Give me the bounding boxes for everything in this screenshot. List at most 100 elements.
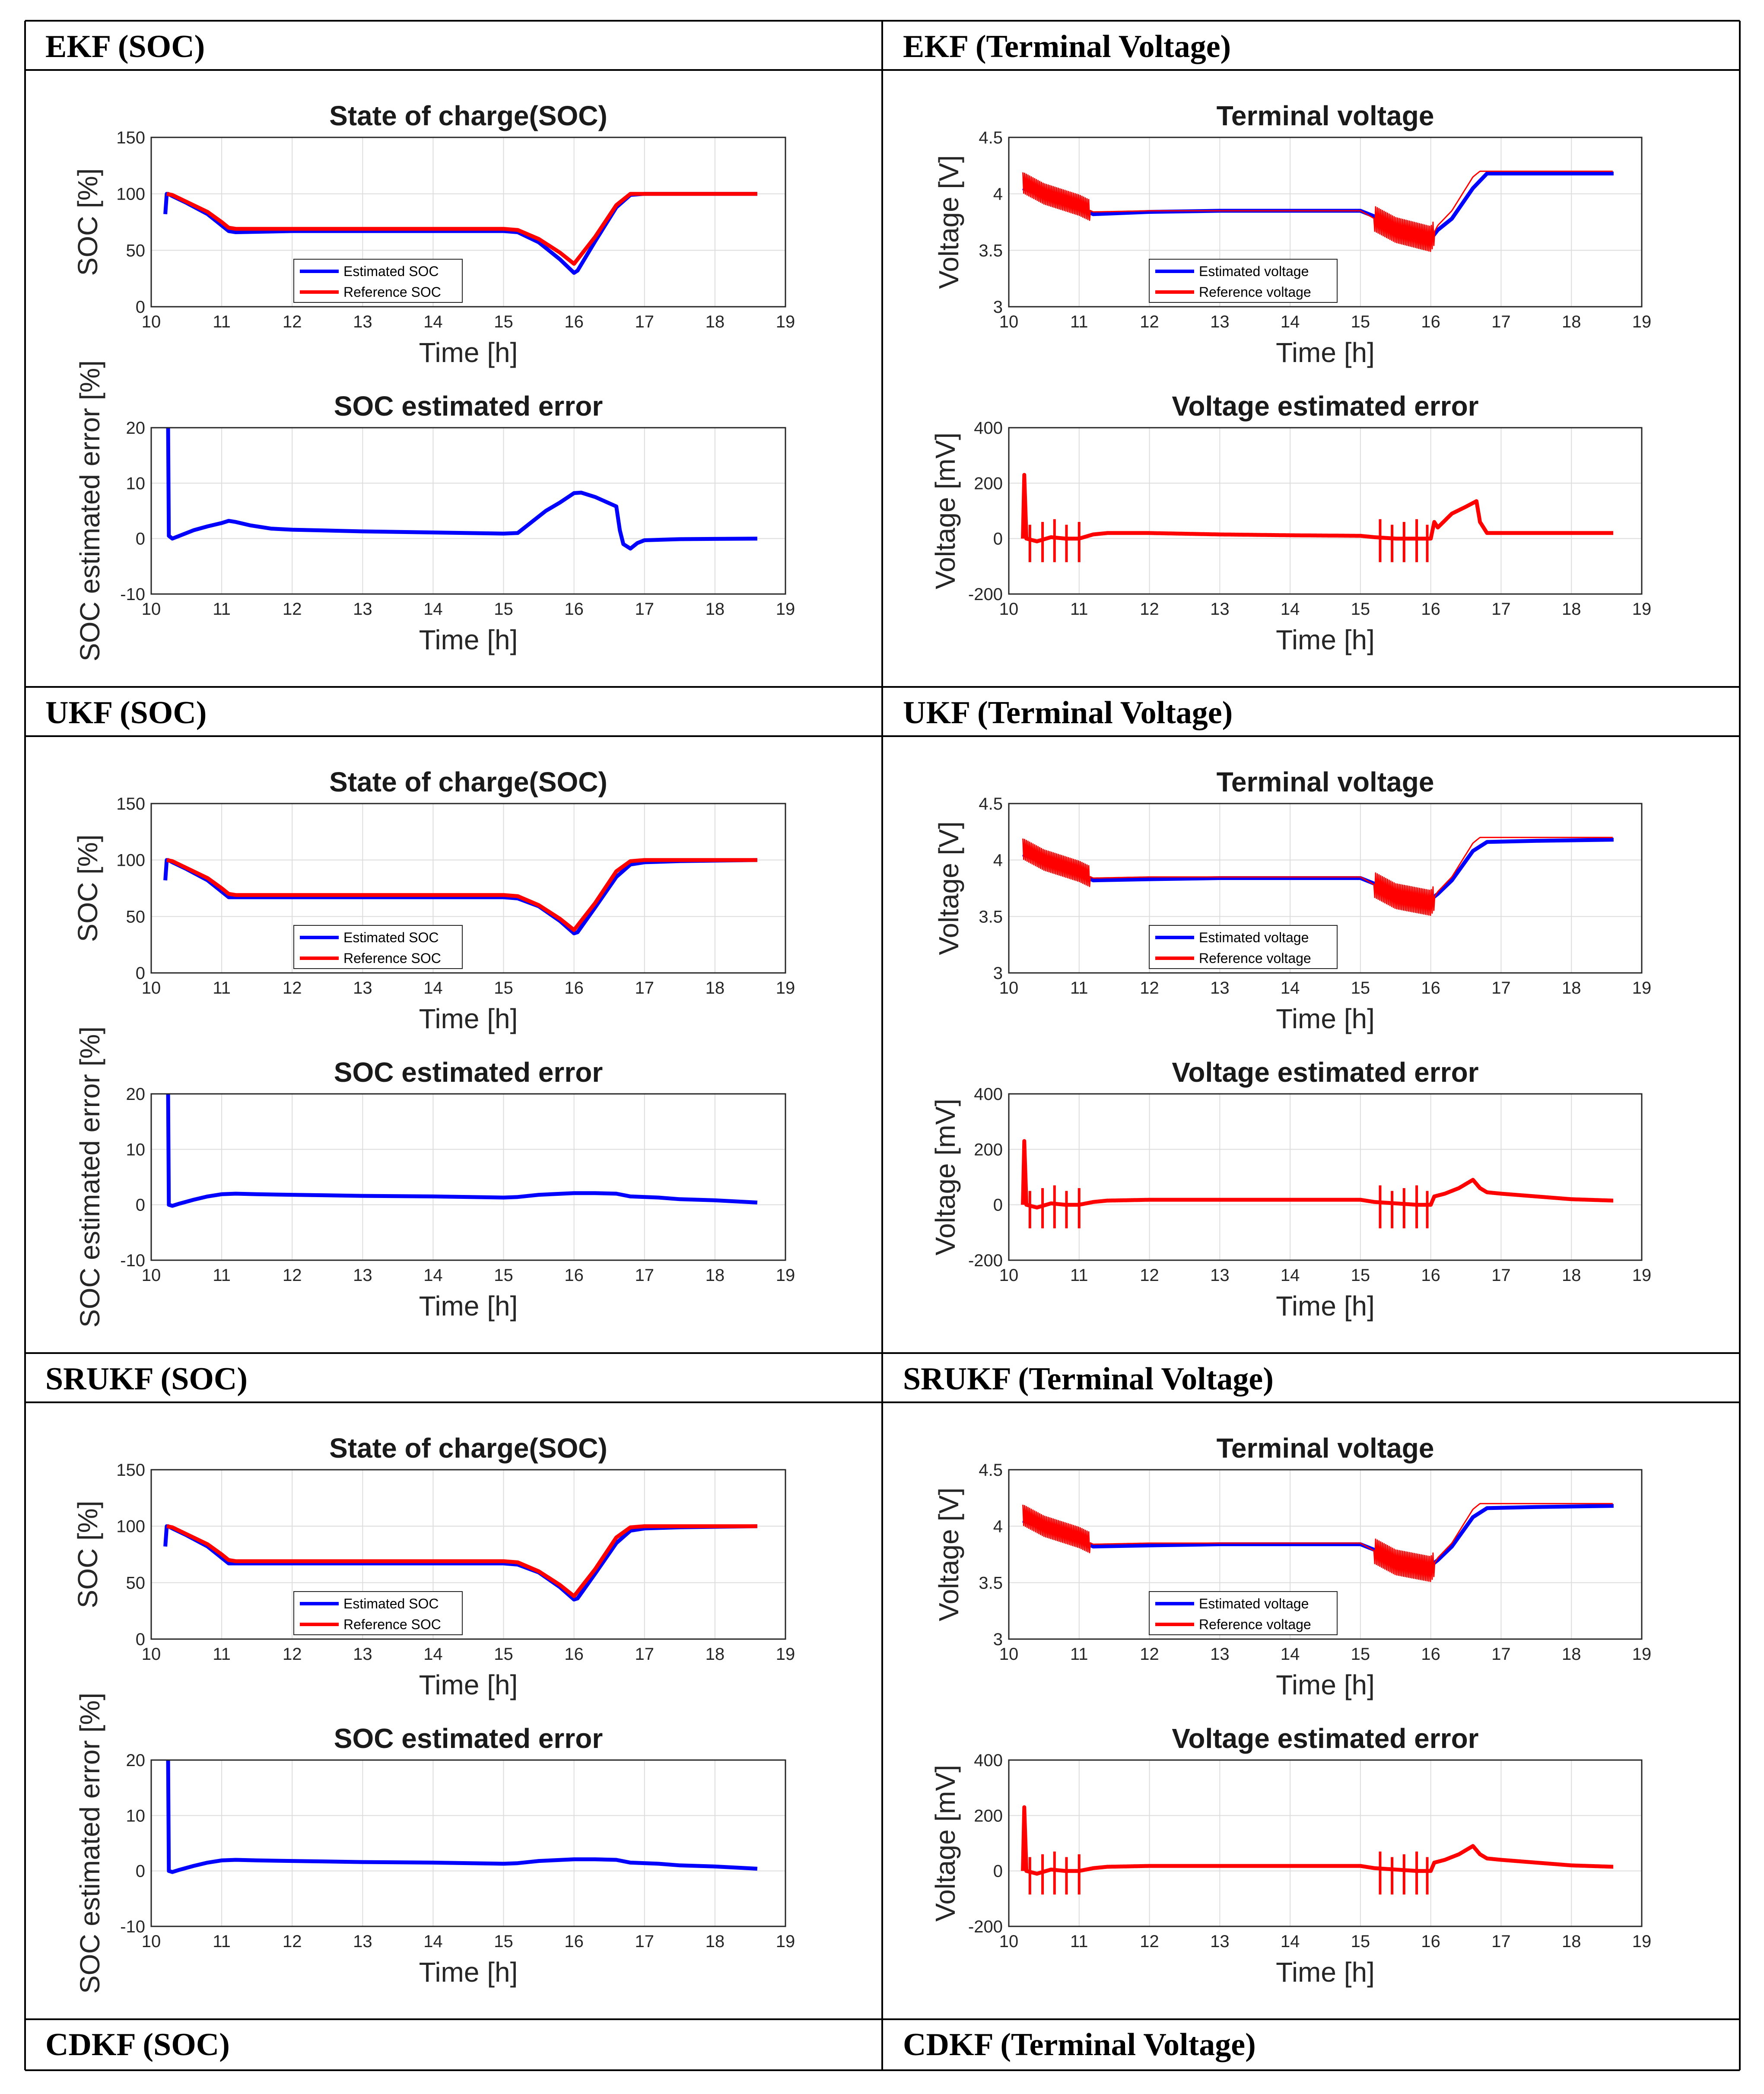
ekf-volt-xtick-label: 13 [1210, 312, 1230, 331]
ukf-soc-ytick-label: 0 [136, 964, 145, 983]
ekf-soc-plot-area [151, 137, 785, 307]
ukf-volt-err-xtick-label: 12 [1140, 1266, 1159, 1285]
srukf-soc-axes-box [150, 1469, 786, 1640]
ekf-soc-xtick-label: 10 [142, 312, 161, 331]
header-right-cdkf: CDKF (Terminal Voltage) [903, 2027, 1256, 2062]
header-left-ekf: EKF (SOC) [45, 29, 205, 64]
ukf-soc-xtick-label: 11 [213, 979, 231, 998]
srukf-volt-err-xlabel: Time [h] [1276, 1957, 1375, 1988]
srukf-soc-err-series-group [166, 1760, 758, 1874]
ekf-volt-xtick-label: 17 [1491, 312, 1511, 331]
srukf-soc-xtick-label: 15 [494, 1645, 513, 1664]
ekf-soc-xtick-label: 12 [283, 312, 302, 331]
srukf-volt-xtick-label: 11 [1070, 1645, 1088, 1664]
ekf-volt-err-series-0 [1021, 473, 1615, 543]
ukf-volt-err-xtick-label: 14 [1281, 1266, 1300, 1285]
ukf-soc-err-xtick-label: 13 [353, 1266, 372, 1285]
ekf-volt-err-ytick-label: 200 [974, 474, 1003, 493]
ukf-soc-err-series-group [166, 1094, 758, 1208]
ukf-soc-err-xtick-label: 19 [776, 1266, 795, 1285]
ukf-soc-xtick-label: 18 [706, 979, 725, 998]
srukf-soc-xtick-label: 19 [776, 1645, 795, 1664]
srukf-soc-ytick-label: 50 [126, 1573, 146, 1592]
ekf-soc-xtick-label: 15 [494, 312, 513, 331]
srukf-soc-xtick-label: 14 [423, 1645, 443, 1664]
srukf-soc-legend-label: Estimated SOC [343, 1596, 439, 1611]
ukf-volt-series-1 [1022, 836, 1613, 916]
srukf-volt-err-xtick-label: 12 [1140, 1932, 1159, 1951]
srukf-volt-err-axes-box [1008, 1759, 1643, 1927]
ekf-soc-xtick-label: 18 [706, 312, 725, 331]
ekf-soc-err-plot-area [151, 428, 785, 594]
header-right-ukf: UKF (Terminal Voltage) [903, 695, 1233, 731]
ukf-volt-err-xlabel: Time [h] [1276, 1290, 1375, 1322]
ekf-soc-legend-label: Reference SOC [343, 284, 441, 300]
srukf-soc-err-xlabel: Time [h] [419, 1957, 518, 1988]
srukf-soc-ylabel: SOC [%] [72, 1501, 103, 1608]
ukf-volt-err-xtick-label: 17 [1491, 1266, 1511, 1285]
srukf-volt-xtick-label: 10 [999, 1645, 1019, 1664]
ekf-soc-err-xtick-label: 10 [142, 600, 161, 619]
srukf-soc-ytick-label: 150 [116, 1461, 145, 1480]
srukf-volt-err-xtick-label: 17 [1491, 1932, 1511, 1951]
srukf-volt-series-group [1022, 1503, 1614, 1582]
ekf-volt-xtick-label: 16 [1421, 312, 1440, 331]
ukf-soc-err-chart: 10 11 12 13 14 15 16 17 18 19 -10 0 10 20 SOC estimate… [74, 1026, 795, 1328]
ekf-soc-err-xtick-label: 16 [564, 600, 584, 619]
ukf-soc-err-ytick-label: -10 [120, 1251, 145, 1270]
ekf-volt-err-xtick-label: 19 [1632, 600, 1652, 619]
ekf-soc-series-1 [166, 192, 757, 266]
ukf-soc-xtick-label: 12 [283, 979, 302, 998]
ekf-soc-err-ytick-label: 20 [126, 419, 146, 438]
ukf-soc-xtick-label: 10 [142, 979, 161, 998]
srukf-volt-err-series-0 [1021, 1805, 1615, 1876]
ukf-soc-legend-label: Reference SOC [343, 950, 441, 966]
ukf-volt-err-axes-box [1008, 1093, 1643, 1261]
srukf-volt-err-title: Voltage estimated error [1172, 1723, 1478, 1754]
ekf-volt-legend-box [1149, 259, 1338, 303]
ukf-volt-xtick-label: 14 [1281, 979, 1300, 998]
srukf-volt-err-ytick-label: 200 [974, 1806, 1003, 1825]
srukf-volt-err-xtick-label: 18 [1562, 1932, 1581, 1951]
srukf-soc-series-group [163, 1524, 757, 1601]
ukf-volt-err-xtick-label: 19 [1632, 1266, 1652, 1285]
ekf-volt-xlabel: Time [h] [1276, 337, 1375, 368]
ukf-volt-err-plot-area [1009, 1094, 1642, 1260]
ukf-soc-err-xlabel: Time [h] [419, 1290, 518, 1322]
srukf-soc-err-xtick-label: 14 [423, 1932, 443, 1951]
ukf-volt-err-series-group [1021, 1139, 1615, 1229]
srukf-soc-err-ylabel: SOC estimated error [%] [74, 1693, 105, 1994]
srukf-volt-xtick-label: 16 [1421, 1645, 1440, 1664]
ekf-volt-series-1 [1022, 170, 1613, 252]
ukf-soc-plot-area [151, 804, 785, 973]
ekf-volt-xtick-label: 19 [1632, 312, 1652, 331]
srukf-volt-err-xtick-label: 14 [1281, 1932, 1300, 1951]
srukf-soc-err-axes-box [150, 1759, 786, 1927]
ekf-soc-xtick-label: 17 [635, 312, 655, 331]
ekf-volt-xtick-label: 11 [1070, 312, 1088, 331]
ekf-soc-err-xtick-label: 18 [706, 600, 725, 619]
srukf-volt-err-xtick-label: 13 [1210, 1932, 1230, 1951]
ukf-soc-series-1 [166, 858, 757, 932]
ukf-volt-err-xtick-label: 13 [1210, 1266, 1230, 1285]
ekf-soc-err-ytick-label: 0 [136, 530, 145, 549]
ukf-soc-err-xtick-label: 18 [706, 1266, 725, 1285]
ekf-soc-ylabel: SOC [%] [72, 168, 103, 276]
ukf-volt-xtick-label: 16 [1421, 979, 1440, 998]
ekf-volt-err-axes-box [1008, 427, 1643, 595]
ekf-soc-title: State of charge(SOC) [329, 100, 607, 131]
ukf-soc-err-xtick-label: 16 [564, 1266, 584, 1285]
ukf-soc-axes-box [150, 803, 786, 974]
ekf-soc-err-ytick-label: 10 [126, 474, 146, 493]
ukf-volt-xtick-label: 17 [1491, 979, 1511, 998]
srukf-soc-chart: 10 11 12 13 14 15 16 17 18 19 0 50 100 150 State of ch… [72, 1433, 795, 1700]
ekf-volt-err-xtick-label: 14 [1281, 600, 1300, 619]
ekf-soc-xtick-label: 11 [213, 312, 231, 331]
srukf-soc-xtick-label: 17 [635, 1645, 655, 1664]
ekf-volt-legend-label: Reference voltage [1199, 284, 1311, 300]
ukf-volt-legend-label: Reference voltage [1199, 950, 1311, 966]
ekf-volt-err-chart: 10 11 12 13 14 15 16 17 18 19 -200 0 200 400 Voltage e… [930, 391, 1651, 655]
srukf-soc-ytick-label: 100 [116, 1517, 145, 1536]
ukf-volt-xlabel: Time [h] [1276, 1003, 1375, 1034]
srukf-soc-plot-area [151, 1470, 785, 1639]
